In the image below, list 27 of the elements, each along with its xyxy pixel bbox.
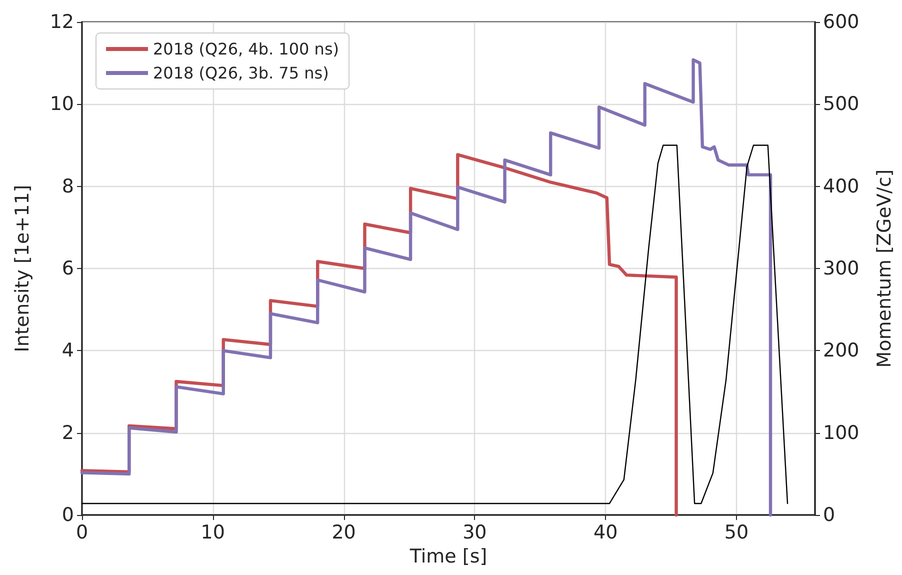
x-tick-label: 10 — [200, 522, 225, 544]
y2-tick-label: 400 — [823, 175, 860, 198]
x-axis-title: Time [s] — [408, 545, 488, 568]
y2-tick-label: 0 — [823, 504, 836, 526]
y-tick-label: 6 — [62, 258, 74, 280]
legend-label: 2018 (Q26, 3b. 75 ns) — [153, 64, 329, 82]
y-tick-label: 0 — [62, 504, 74, 526]
y2-tick-label: 200 — [823, 340, 860, 362]
x-tick-label: 50 — [724, 522, 749, 544]
y-axis-title: Intensity [1e+11] — [12, 184, 34, 352]
y2-tick-label: 600 — [823, 11, 860, 33]
x-tick-label: 0 — [76, 522, 88, 544]
y2-tick-label: 100 — [823, 422, 860, 444]
y-tick-label: 8 — [62, 175, 74, 198]
y-tick-label: 4 — [62, 340, 74, 362]
y2-tick-label: 500 — [823, 93, 860, 116]
y2-axis-title: Momentum [ZGeV/c] — [874, 169, 896, 368]
line-series — [81, 144, 788, 504]
line-series — [80, 58, 772, 517]
y2-tick-label: 300 — [823, 258, 860, 280]
x-tick-label: 40 — [593, 522, 618, 544]
y-tick-label: 10 — [50, 93, 74, 116]
legend-label: 2018 (Q26, 4b. 100 ns) — [153, 40, 340, 58]
y-tick-label: 2 — [62, 422, 74, 444]
x-tick-label: 20 — [332, 522, 356, 544]
y-tick-label: 12 — [50, 11, 74, 33]
x-tick-label: 30 — [462, 522, 487, 544]
